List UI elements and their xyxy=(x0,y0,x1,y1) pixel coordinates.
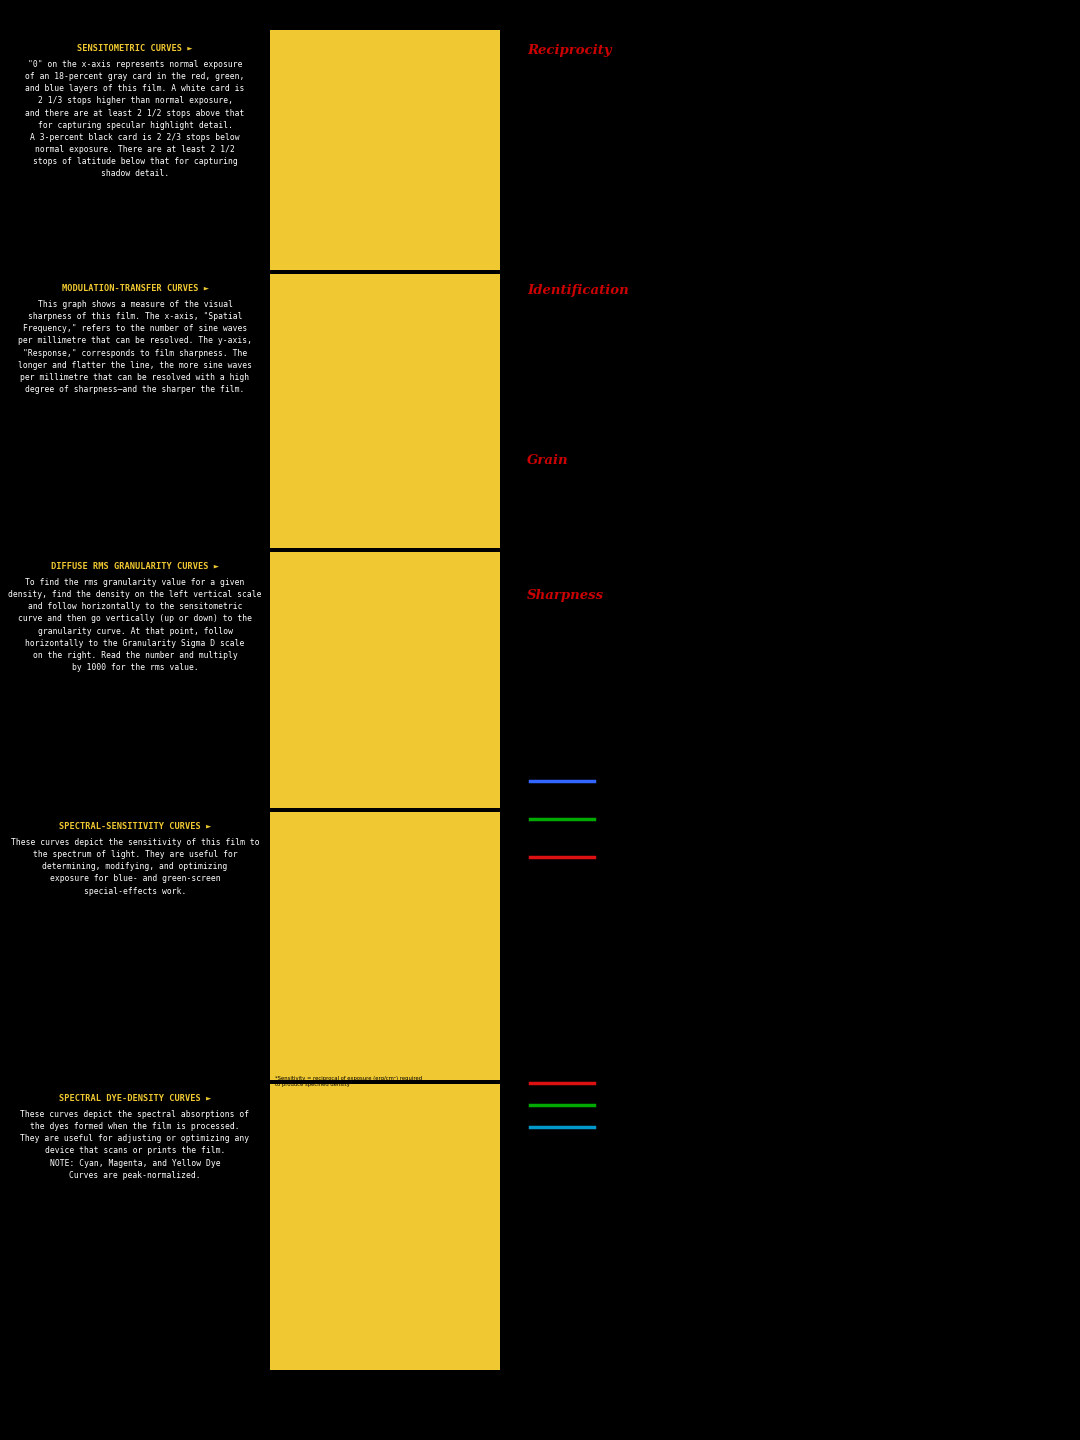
Text: Sensitivity of the yellow dye
forming layer: Sensitivity of the yellow dye forming la… xyxy=(608,768,789,791)
Text: Spectral Dye Density Curve Key: Spectral Dye Density Curve Key xyxy=(527,1040,738,1053)
Text: The perceived sharpness of any film
depends on various components of the
motion : The perceived sharpness of any film depe… xyxy=(527,608,834,746)
Y-axis label: DENSITY: DENSITY xyxy=(295,140,300,173)
Text: No filter corrections or exposure
adjustments for exposure times from
1/1000 of : No filter corrections or exposure adjust… xyxy=(527,62,819,219)
Y-axis label: Granularity SIGMA D: Granularity SIGMA D xyxy=(473,645,478,703)
X-axis label: WAVELENGTH (nm): WAVELENGTH (nm) xyxy=(373,1352,440,1356)
Y-axis label: DENSITY: DENSITY xyxy=(295,657,300,691)
Text: Identification: Identification xyxy=(527,284,629,297)
X-axis label: LOG EXPOSURE (lux seconds): LOG EXPOSURE (lux seconds) xyxy=(350,56,454,60)
Text: SENSITOMETRIC CURVES ►: SENSITOMETRIC CURVES ► xyxy=(78,45,192,53)
Text: These curves depict the sensitivity of this film to
the spectrum of light. They : These curves depict the sensitivity of t… xyxy=(11,838,259,896)
Text: Magenta Dye: Magenta Dye xyxy=(608,1099,677,1109)
Text: These curves depict the spectral absorptions of
the dyes formed when the film is: These curves depict the spectral absorpt… xyxy=(21,1110,249,1179)
Y-axis label: RESPONSE (%): RESPONSE (%) xyxy=(281,376,287,433)
Text: Grain: Grain xyxy=(527,454,569,467)
Text: SPECTRAL DYE-DENSITY CURVES ►: SPECTRAL DYE-DENSITY CURVES ► xyxy=(59,1094,211,1103)
Text: Sharpness: Sharpness xyxy=(527,589,604,602)
Text: To find the rms granularity value for a given
density, find the density on the l: To find the rms granularity value for a … xyxy=(9,577,261,672)
Text: Spectral Sensitivity Curve Key: Spectral Sensitivity Curve Key xyxy=(527,760,728,773)
Text: Reciprocity: Reciprocity xyxy=(527,45,611,58)
Y-axis label: DIFFUSE SPECTRAL DENSITY: DIFFUSE SPECTRAL DENSITY xyxy=(291,1169,296,1270)
X-axis label: LOG EXPOSURE (lux-seconds): LOG EXPOSURE (lux-seconds) xyxy=(326,792,430,796)
X-axis label: WAVELENGTH (nm): WAVELENGTH (nm) xyxy=(368,1060,435,1064)
Text: After processing, the Kodak internal
product code symbol (EB), product code
numb: After processing, the Kodak internal pro… xyxy=(527,302,812,405)
Text: Cyan Dye: Cyan Dye xyxy=(608,1076,658,1086)
Text: Midscale Neutral: Midscale Neutral xyxy=(608,1054,708,1064)
Text: Note: Sensitometric and Diffuse RMS Granularity curves are produced on different: Note: Sensitometric and Diffuse RMS Gran… xyxy=(16,1395,445,1414)
Text: Sensitivity of the cyan dye
forming layer: Sensitivity of the cyan dye forming laye… xyxy=(608,844,777,867)
Text: "0" on the x-axis represents normal exposure
of an 18-percent gray card in the r: "0" on the x-axis represents normal expo… xyxy=(25,60,245,179)
X-axis label: CAMERA STOPS: CAMERA STOPS xyxy=(372,253,433,259)
Text: Yellow Dye: Yellow Dye xyxy=(608,1120,671,1130)
X-axis label: SPATIAL FREQUENCY (cycles/mm): SPATIAL FREQUENCY (cycles/mm) xyxy=(343,531,461,537)
Text: MODULATION-TRANSFER CURVES ►: MODULATION-TRANSFER CURVES ► xyxy=(62,284,208,292)
Text: The perception of graininess of any film
depends on scene content, complexity,
c: The perception of graininess of any film… xyxy=(527,472,812,575)
Text: DIFFUSE RMS GRANULARITY CURVES ►: DIFFUSE RMS GRANULARITY CURVES ► xyxy=(51,562,219,572)
Text: SPECTRAL-SENSITIVITY CURVES ►: SPECTRAL-SENSITIVITY CURVES ► xyxy=(59,822,211,831)
Text: Minimum Density: Minimum Density xyxy=(608,1142,702,1152)
Text: Sensitivity of the magenta dye
forming layer: Sensitivity of the magenta dye forming l… xyxy=(608,806,796,828)
Y-axis label: LOG SENSITIVITY*: LOG SENSITIVITY* xyxy=(288,903,295,973)
Text: *Sensitivity = reciprocal of exposure (erg/cm²) required
to produce specified de: *Sensitivity = reciprocal of exposure (e… xyxy=(275,1076,422,1087)
Text: This graph shows a measure of the visual
sharpness of this film. The x-axis, "Sp: This graph shows a measure of the visual… xyxy=(18,300,252,395)
